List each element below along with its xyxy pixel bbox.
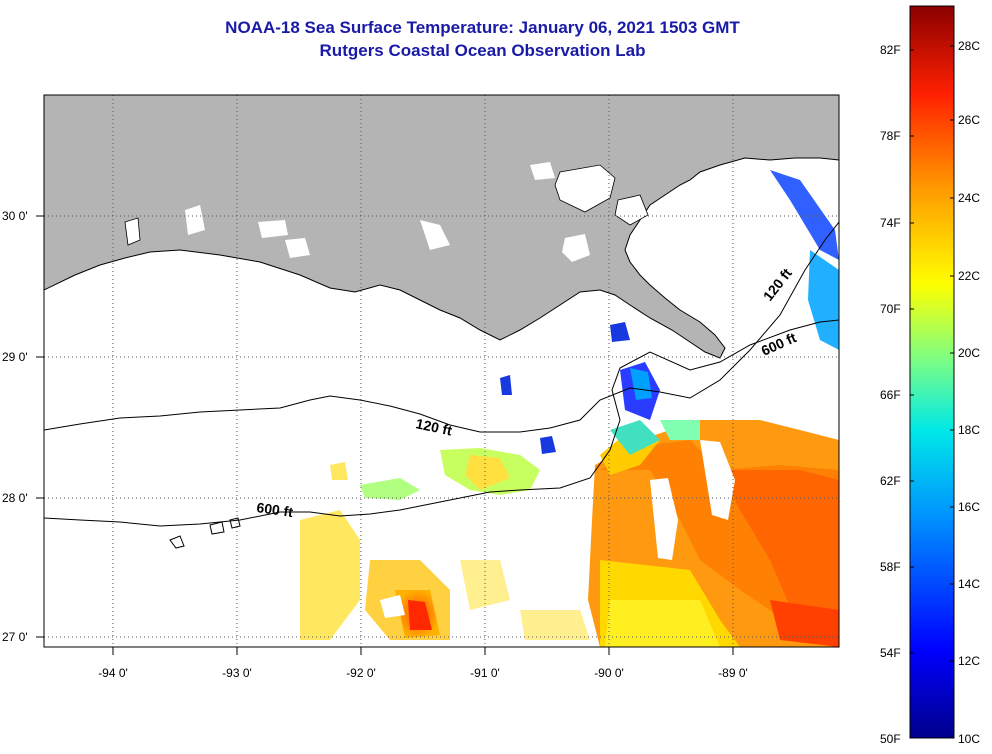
isobaths [44, 221, 839, 549]
cb-label-74f: 74F [880, 216, 901, 230]
lon-label-91: -91 0' [470, 666, 500, 680]
cb-label-22c: 22C [958, 269, 981, 283]
cb-label-24c: 24C [958, 191, 981, 205]
lat-label-27: 27 0' [2, 630, 28, 644]
lon-label-94: -94 0' [98, 666, 128, 680]
cb-label-50f: 50F [880, 732, 901, 746]
lon-label-90: -90 0' [594, 666, 624, 680]
graticule [44, 95, 839, 647]
lat-label-28: 28 0' [2, 491, 28, 505]
cb-label-66f: 66F [880, 388, 901, 402]
lat-label-30: 30 0' [2, 209, 28, 223]
cb-label-78f: 78F [880, 129, 901, 143]
lon-label-89: -89 0' [718, 666, 748, 680]
isobath-label-2: 600 ft [256, 499, 295, 520]
map-frame [43, 94, 840, 648]
colorbar [909, 5, 955, 739]
cb-label-12c: 12C [958, 654, 981, 668]
isobath-label-1: 120 ft [414, 415, 453, 438]
title: NOAA-18 Sea Surface Temperature: January… [225, 18, 740, 37]
axis-ticks [36, 215, 734, 655]
cb-label-82f: 82F [880, 43, 901, 57]
cb-label-20c: 20C [958, 346, 981, 360]
cb-label-10c: 10C [958, 732, 981, 746]
subtitle: Rutgers Coastal Ocean Observation Lab [319, 41, 646, 60]
lon-label-93: -93 0' [222, 666, 252, 680]
cb-label-18c: 18C [958, 423, 981, 437]
cb-label-54f: 54F [880, 646, 901, 660]
cb-label-70f: 70F [880, 302, 901, 316]
isobath-120-line [44, 221, 839, 433]
cb-label-26c: 26C [958, 113, 981, 127]
cb-label-16c: 16C [958, 500, 981, 514]
sst-data [300, 170, 839, 647]
cb-label-62f: 62F [880, 474, 901, 488]
colorbar-ticks [910, 45, 954, 662]
cb-label-14c: 14C [958, 577, 981, 591]
cb-label-28c: 28C [958, 39, 981, 53]
land [44, 95, 839, 359]
lon-label-92: -92 0' [346, 666, 376, 680]
lat-label-29: 29 0' [2, 350, 28, 364]
cb-label-58f: 58F [880, 560, 901, 574]
